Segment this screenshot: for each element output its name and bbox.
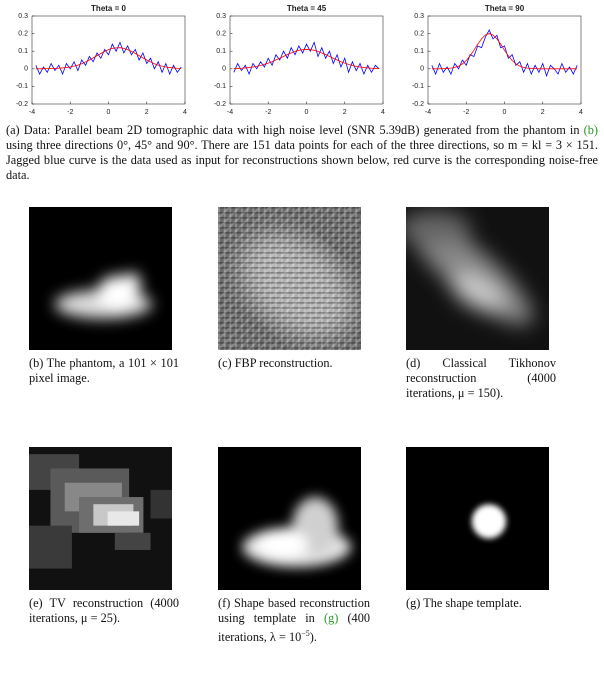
x-tick-label: -2 (463, 109, 469, 116)
caption-b: (b) The phantom, a 101 × 101 pixel image… (29, 356, 179, 385)
caption-text: (400 iterations, λ = 10 (218, 611, 370, 645)
tv-image (29, 447, 172, 590)
x-tick-label: 0 (503, 109, 507, 116)
x-tick-label: -4 (29, 109, 35, 116)
caption-ref[interactable]: (g) (323, 611, 339, 625)
x-tick-label: 4 (183, 109, 187, 116)
x-tick-label: -2 (265, 109, 271, 116)
y-tick-label: 0 (24, 66, 28, 73)
x-tick-label: 0 (107, 109, 111, 116)
y-tick-label: 0.3 (414, 13, 424, 20)
y-tick-label: -0.1 (214, 83, 226, 90)
caption-f: (f) Shape based reconstruction using tem… (218, 596, 370, 645)
y-tick-label: 0.2 (18, 30, 28, 37)
x-tick-label: -4 (425, 109, 431, 116)
plot-frame (427, 15, 582, 105)
y-tick-label: 0.1 (414, 48, 424, 55)
y-tick-label: 0.2 (414, 30, 424, 37)
x-tick-label: 2 (145, 109, 149, 116)
phantom-image (29, 207, 172, 350)
data-line (35, 47, 182, 70)
chart-theta-0: Theta = 0 -0.2 -0.1 0 0.1 0.2 0.3 -4 -2 0 2 4 (16, 4, 187, 116)
caption-e: (e) TV reconstruction (4000 iterations, … (29, 596, 179, 625)
chart-title: Theta = 0 (91, 4, 126, 13)
x-tick-label: 4 (579, 109, 583, 116)
y-tick-label: 0.2 (216, 30, 226, 37)
caption-c: (c) FBP reconstruction. (218, 356, 333, 370)
template-image (406, 447, 549, 590)
caption-ref[interactable]: (b) (583, 123, 598, 137)
chart-theta-90: Theta = 90 -0.2 -0.1 0 0.1 0.2 0.3 -4 -2 0 2 4 (412, 4, 583, 116)
x-tick-label: 2 (541, 109, 545, 116)
plot-frame (31, 15, 186, 105)
x-tick-label: 4 (381, 109, 385, 116)
data-line (431, 29, 578, 78)
caption-g: (g) The shape template. (406, 596, 522, 610)
caption-text: (a) Data: Parallel beam 2D tomographic d… (6, 123, 584, 137)
data-line (233, 41, 380, 76)
plot-frame (229, 15, 384, 105)
y-tick-label: -0.1 (16, 83, 28, 90)
chart-theta-45: Theta = 45 -0.2 -0.1 0 0.1 0.2 0.3 -4 -2 0 2 4 (214, 4, 385, 116)
data-line (233, 49, 380, 70)
y-tick-label: 0.3 (18, 13, 28, 20)
y-tick-label: 0.1 (216, 48, 226, 55)
y-tick-label: 0.3 (216, 13, 226, 20)
x-tick-label: 2 (343, 109, 347, 116)
chart-title: Theta = 45 (287, 4, 327, 13)
tikhonov-image (406, 207, 549, 350)
y-tick-label: 0 (420, 66, 424, 73)
caption-text: ). (309, 630, 317, 645)
y-tick-label: -0.2 (412, 101, 424, 108)
y-tick-label: -0.2 (16, 101, 28, 108)
x-tick-label: -4 (227, 109, 233, 116)
chart-title: Theta = 90 (485, 4, 525, 13)
x-tick-label: 0 (305, 109, 309, 116)
x-tick-label: -2 (67, 109, 73, 116)
y-tick-label: 0.1 (18, 48, 28, 55)
y-tick-label: -0.1 (412, 83, 424, 90)
caption-text: (f) Shape based reconstruction using tem… (218, 596, 370, 625)
data-line (431, 33, 578, 70)
y-tick-label: 0 (222, 66, 226, 73)
caption-exponent: −5 (301, 629, 310, 638)
y-tick-label: -0.2 (214, 101, 226, 108)
caption-d: (d) Classical Tikhonov reconstruction (4… (406, 356, 556, 400)
caption-a: (a) Data: Parallel beam 2D tomographic d… (6, 123, 598, 183)
fbp-image (218, 207, 361, 350)
caption-text: using three directions 0°, 45° and 90°. … (6, 138, 598, 182)
shape-reconstruction-image (218, 447, 361, 590)
